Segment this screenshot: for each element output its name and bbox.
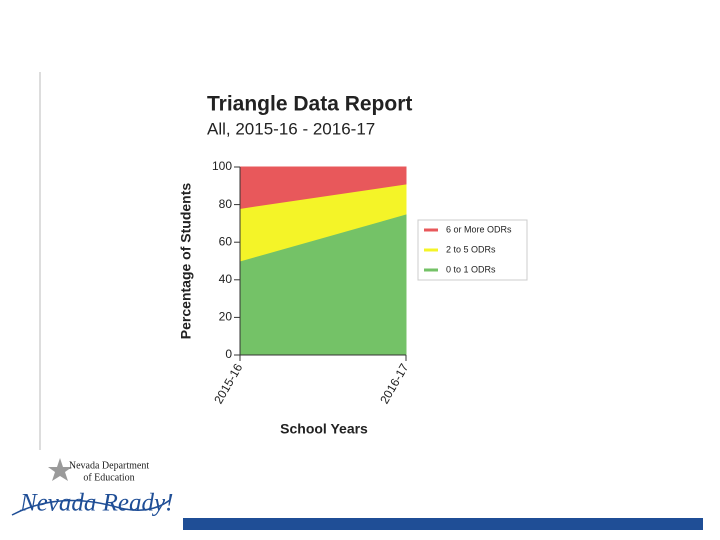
chart-subtitle: All, 2015-16 - 2016-17 [207, 119, 375, 138]
y-tick-label: 60 [219, 234, 233, 248]
plot: 0 20 40 60 80 100 2015-16 2016-17 [211, 159, 411, 406]
legend-label: 2 to 5 ODRs [446, 244, 496, 254]
logo-dept: Nevada Department [69, 460, 149, 471]
y-axis-label: Percentage of Students [178, 183, 194, 340]
x-tick-label: 2015-16 [211, 361, 245, 406]
logo-swoosh [11, 499, 171, 516]
y-tick-label: 0 [225, 347, 232, 361]
logo: Nevada Department of Education Nevada Re… [11, 458, 173, 517]
footer-bar [183, 518, 703, 530]
x-tick-label: 2016-17 [377, 361, 411, 406]
legend-label: 0 to 1 ODRs [446, 264, 496, 274]
y-tick-label: 40 [219, 272, 233, 286]
y-tick-label: 20 [219, 310, 233, 324]
y-tick-label: 80 [219, 197, 233, 211]
legend: 6 or More ODRs 2 to 5 ODRs 0 to 1 ODRs [417, 219, 528, 281]
chart-title: Triangle Data Report [207, 93, 412, 116]
logo-star [48, 458, 72, 481]
y-tick-label: 100 [212, 159, 232, 173]
x-axis-label: School Years [280, 421, 368, 437]
logo-dept: of Education [83, 472, 134, 483]
legend-label: 6 or More ODRs [446, 224, 512, 234]
